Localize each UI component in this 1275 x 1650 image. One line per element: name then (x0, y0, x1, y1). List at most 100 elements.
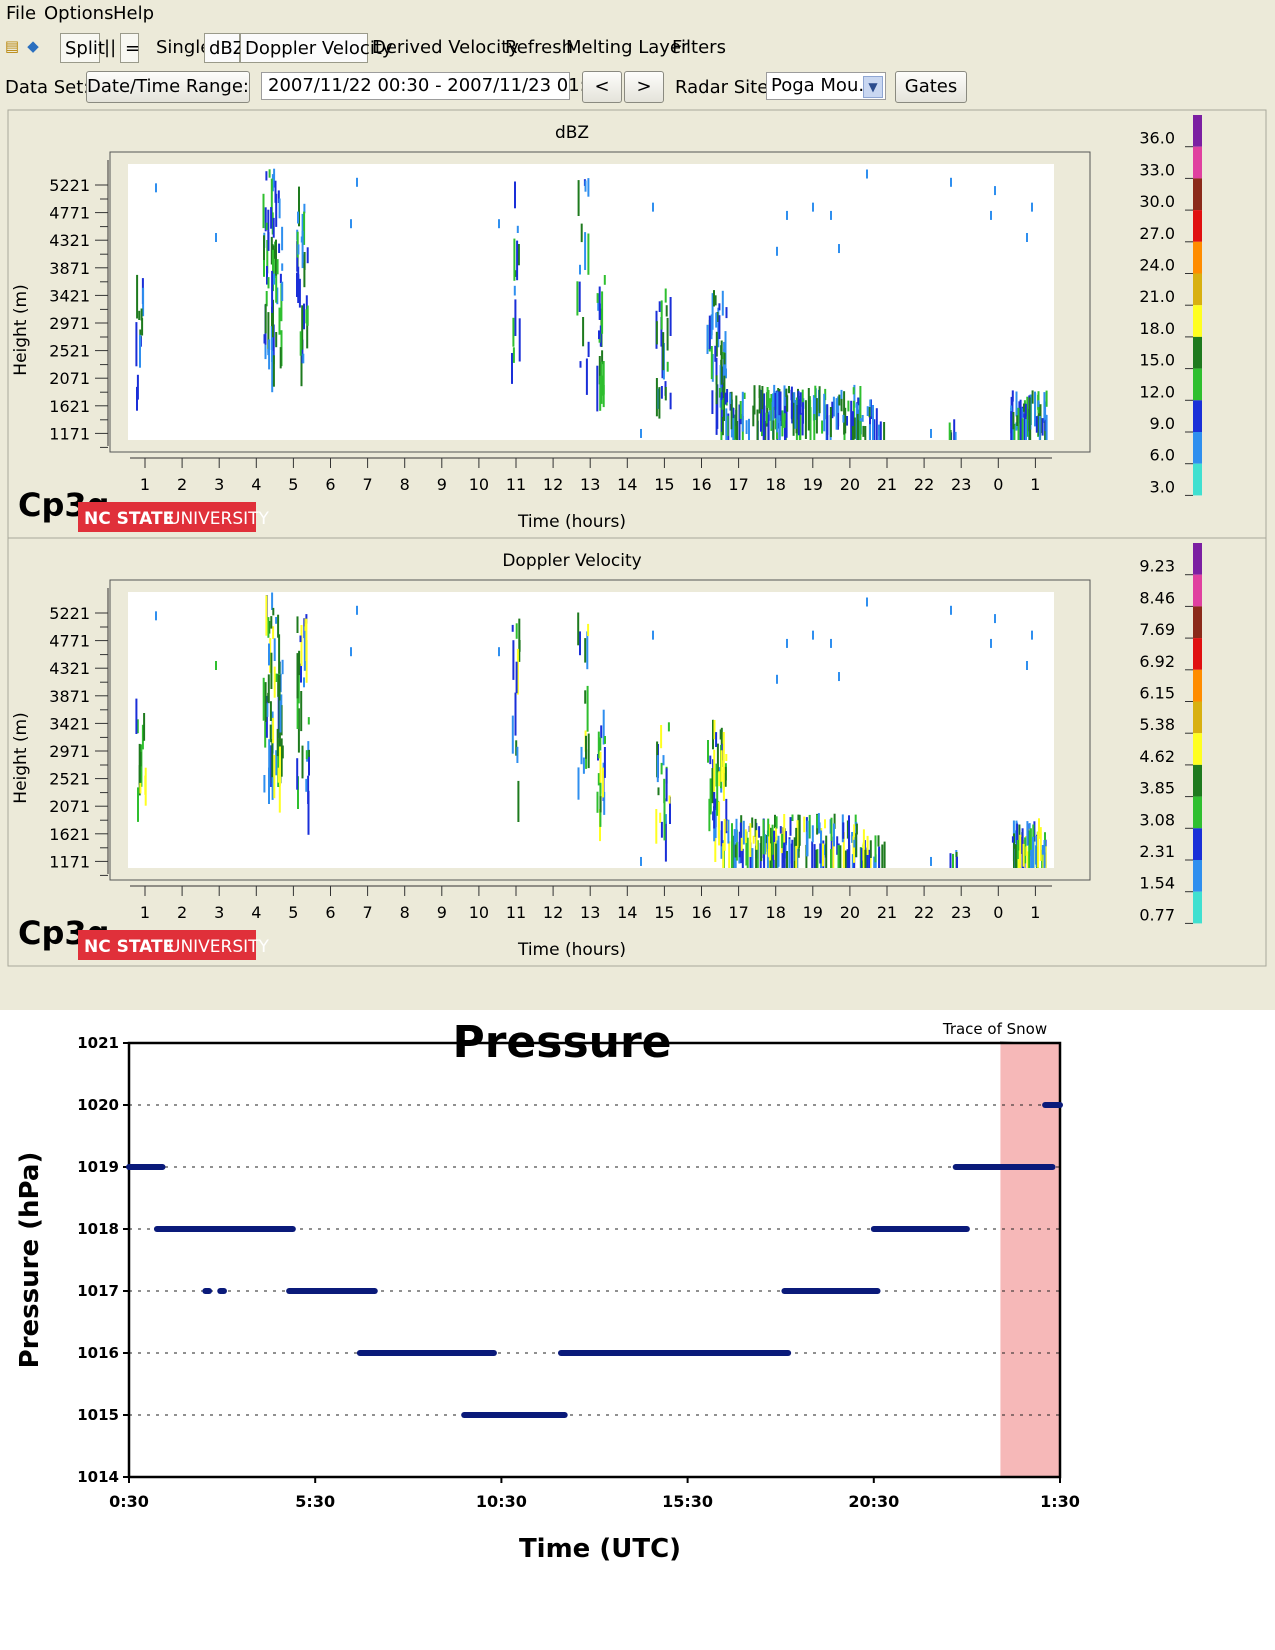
echo-mark (660, 386, 663, 399)
save-icon[interactable]: ◆ (27, 37, 39, 55)
echo-mark (265, 595, 268, 636)
colorbar-label: 7.69 (1139, 620, 1175, 639)
echo-mark (303, 252, 306, 270)
echo-mark (281, 226, 284, 251)
vertical-split-button[interactable]: || (104, 37, 117, 58)
echo-mark (722, 769, 725, 790)
gates-button[interactable]: Gates (895, 71, 967, 103)
echo-mark (866, 835, 869, 855)
echo-mark (857, 397, 860, 406)
echo-mark (773, 830, 776, 842)
echo-speck (866, 169, 868, 179)
echo-mark (735, 818, 738, 843)
echo-mark (1037, 401, 1040, 436)
filters-button[interactable]: Filters (672, 37, 726, 58)
x-tick-label: 16 (691, 475, 711, 494)
echo-mark (1019, 399, 1022, 440)
echo-mark (720, 392, 723, 400)
doppler-velocity-button[interactable]: Doppler Velocity (240, 33, 393, 63)
x-axis-label: Time (hours) (517, 512, 626, 532)
echo-mark (585, 749, 588, 769)
echo-mark (265, 291, 268, 307)
echo-mark (868, 424, 871, 440)
echo-mark (275, 260, 278, 303)
echo-speck (155, 183, 157, 193)
refresh-button[interactable]: Refresh (505, 37, 573, 58)
echo-speck (356, 177, 358, 187)
previous-button[interactable]: < (582, 71, 622, 103)
date-time-range-field[interactable]: 2007/11/22 00:30 - 2007/11/23 01:30 (261, 72, 609, 100)
chevron-down-icon[interactable]: ▼ (863, 76, 883, 98)
echo-mark (718, 388, 721, 398)
echo-mark (878, 424, 881, 440)
echo-mark (768, 410, 771, 421)
dbz-button[interactable]: dBZ (204, 33, 245, 63)
colorbar-label: 8.46 (1139, 588, 1175, 607)
echo-mark (729, 393, 732, 404)
echo-mark (276, 728, 279, 757)
echo-mark (1013, 423, 1016, 440)
echo-mark (303, 211, 306, 245)
echo-mark (844, 407, 847, 434)
y-tick-label: 1171 (49, 852, 90, 871)
menu-help[interactable]: Help (113, 3, 155, 24)
echo-mark (831, 401, 834, 419)
date-time-range-button[interactable]: Date/Time Range: (86, 71, 250, 103)
horizontal-split-button[interactable]: = (120, 33, 140, 63)
y-tick-label: 3871 (49, 259, 90, 278)
x-tick-label: 6 (325, 475, 335, 494)
colorbar-swatch (1193, 368, 1202, 401)
echo-mark (1045, 414, 1048, 440)
echo-mark (859, 386, 862, 425)
x-tick-label: 22 (914, 903, 934, 922)
single-button[interactable]: Single (156, 37, 212, 58)
echo-mark (267, 692, 270, 702)
echo-mark (660, 725, 663, 749)
melting-layer-button[interactable]: Melting Layer (566, 37, 689, 58)
x-tick-label: 18 (766, 903, 786, 922)
echo-mark (277, 673, 280, 697)
echo-mark (142, 287, 145, 317)
echo-mark (741, 391, 744, 432)
echo-speck (930, 856, 932, 866)
echo-mark (735, 829, 738, 861)
echo-mark (822, 843, 824, 867)
x-tick-label: 17 (728, 475, 748, 494)
echo-mark (602, 762, 605, 770)
y-tick-label: 5221 (49, 176, 90, 195)
colorbar-label: 6.92 (1139, 652, 1175, 671)
echo-mark (281, 659, 284, 675)
open-icon[interactable]: ▤ (4, 37, 20, 55)
echo-mark (263, 235, 265, 260)
echo-mark (767, 818, 770, 837)
echo-mark (281, 745, 284, 759)
echo-mark (799, 413, 801, 440)
y-tick-label: 3871 (49, 687, 90, 706)
echo-mark (669, 796, 671, 824)
next-button[interactable]: > (624, 71, 664, 103)
echo-mark (669, 297, 672, 336)
echo-mark (815, 398, 818, 434)
echo-mark (852, 411, 854, 427)
split-button[interactable]: Split (60, 33, 105, 63)
menu-options[interactable]: Options (44, 3, 114, 24)
echo-mark (837, 396, 840, 427)
x-tick-label: 14 (617, 475, 637, 494)
echo-mark (307, 775, 310, 804)
radar-site-select[interactable]: Poga Mou... ▼ (766, 72, 886, 100)
menu-file[interactable]: File (6, 3, 37, 24)
echo-mark (268, 339, 271, 370)
x-tick-label: 1 (140, 903, 150, 922)
colorbar-swatch (1193, 860, 1202, 892)
echo-mark (278, 198, 281, 219)
colorbar-swatch (1193, 701, 1202, 734)
echo-mark (264, 721, 267, 748)
colorbar-swatch (1193, 543, 1202, 575)
echo-mark (515, 661, 518, 694)
derived-velocity-button[interactable]: Derived Velocity (372, 37, 519, 58)
echo-mark (801, 412, 804, 436)
echo-mark (301, 745, 304, 779)
echo-mark (279, 273, 282, 284)
echo-mark (663, 798, 666, 826)
echo-mark (735, 395, 738, 439)
